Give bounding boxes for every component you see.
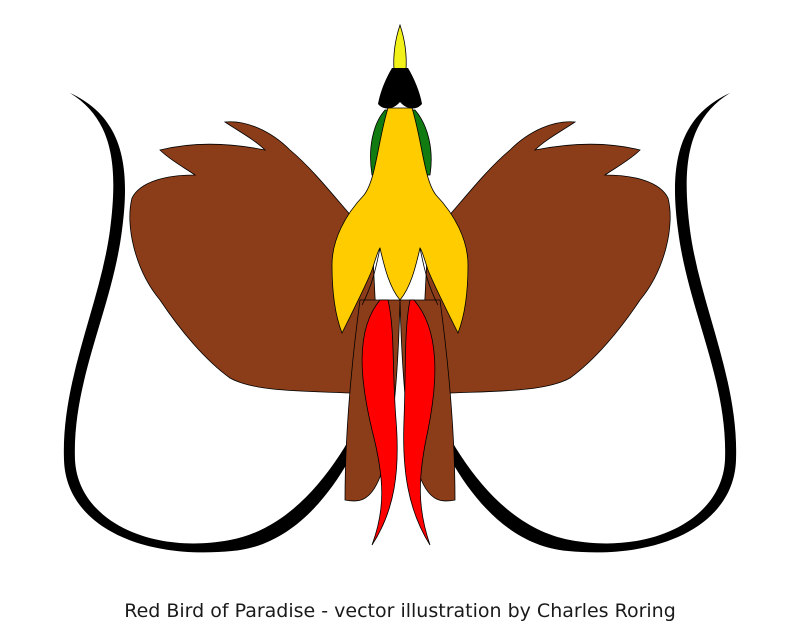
right-wing bbox=[419, 121, 671, 396]
left-red-plume bbox=[361, 299, 398, 546]
body-feather-lines bbox=[361, 247, 439, 306]
beak bbox=[393, 23, 407, 71]
right-red-plume bbox=[403, 299, 436, 546]
left-wing bbox=[129, 121, 381, 396]
yellow-body bbox=[331, 107, 469, 334]
head bbox=[378, 68, 422, 109]
caption: Red Bird of Paradise - vector illustrati… bbox=[124, 600, 676, 622]
